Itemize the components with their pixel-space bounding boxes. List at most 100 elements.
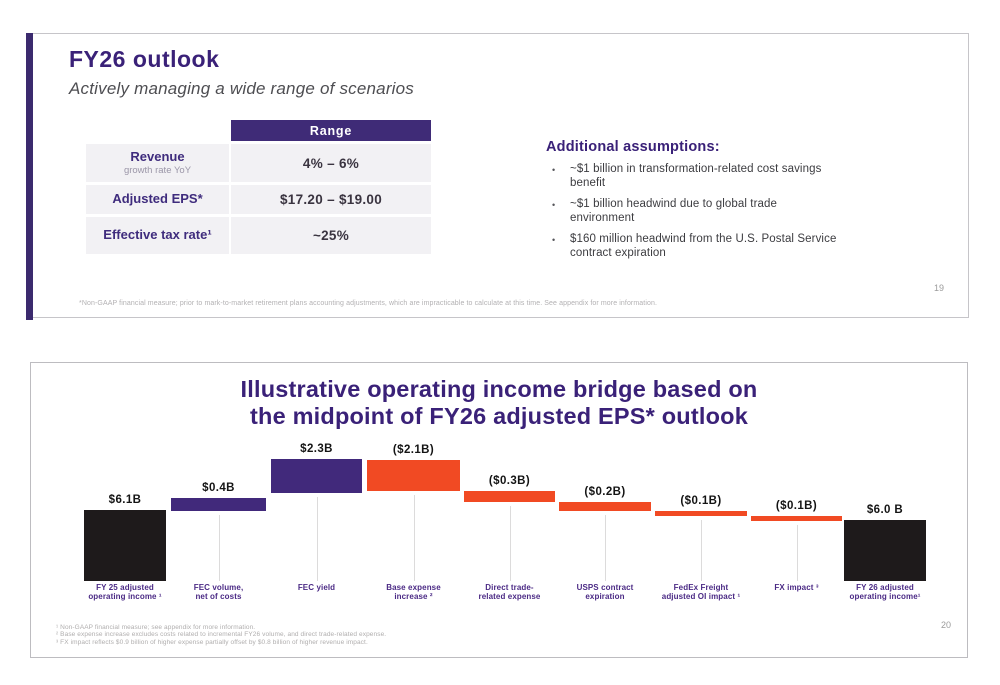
bar-increase (271, 459, 362, 493)
connector-line (218, 515, 220, 581)
bar-value-label: $0.4B (202, 482, 235, 494)
slide2-footnotes: ¹ Non-GAAP financial measure; see append… (56, 624, 386, 646)
category-label-line: Direct trade- (485, 583, 534, 592)
chart-column-9: $6.0 B FY 26 adjusted operating income¹ (844, 363, 926, 657)
assumptions-list: ~$1 billion in transformation-related co… (546, 163, 946, 260)
chart-column-8: ($0.1B) FX impact ³ (751, 363, 842, 657)
bar-value-label: $6.0 B (866, 504, 904, 516)
row-label-cell: Revenue growth rate YoY (86, 144, 229, 182)
bar-value-label: ($0.2B) (584, 486, 626, 498)
footnote-line: ² Base expense increase excludes costs r… (56, 631, 387, 639)
category-label: FY 26 adjusted operating income¹ (849, 583, 921, 602)
category-label-line: FY 26 adjusted (856, 583, 914, 592)
category-label-line: FEC yield (297, 583, 336, 592)
row-value-cell: ~25% (231, 217, 431, 254)
chart-column-4: ($2.1B) Base expense increase ² (367, 363, 460, 657)
row-value: $17.20 – $19.00 (279, 192, 383, 207)
chart-title: Illustrative operating income bridge bas… (31, 376, 967, 430)
bar-total (84, 510, 166, 581)
category-label: Direct trade-related expense (478, 583, 541, 602)
chart-column-7: ($0.1B) FedEx Freight adjusted OI impact ¹ (655, 363, 747, 657)
row-label: Adjusted EPS* (112, 191, 203, 207)
chart-title-line2: the midpoint of FY26 adjusted EPS* outlo… (249, 403, 748, 429)
bar-value-label: ($2.1B) (392, 444, 435, 456)
connector-line (413, 495, 415, 581)
row-value: ~25% (312, 228, 350, 243)
category-label-line: increase ² (394, 591, 433, 601)
slide2-page-number: 20 (940, 620, 951, 630)
category-label: FY 25 adjusted operating income ¹ (88, 583, 162, 602)
table-header-range: Range (231, 120, 431, 141)
bar-decrease (655, 511, 747, 516)
bar-increase (171, 498, 266, 511)
row-label: Effective tax rate¹ (103, 227, 212, 243)
slide-oi-bridge: Illustrative operating income bridge bas… (30, 362, 968, 658)
assumption-item: ~$1 billion headwind due to global trade… (546, 198, 838, 225)
category-label-line: Base expense (386, 583, 441, 592)
outlook-table: Range Revenue growth rate YoY 4% – 6% Adjus… (86, 120, 431, 254)
bar-value-label: $6.1B (108, 494, 142, 506)
bar-decrease (559, 502, 651, 511)
category-label-line: operating income ¹ (88, 591, 162, 601)
chart-column-3: $2.3B FEC yield (271, 363, 362, 657)
category-label-line: FEC volume, (193, 583, 244, 592)
category-label: FEC yield (297, 583, 336, 593)
footnote-line: ¹ Non-GAAP financial measure; see append… (56, 624, 256, 631)
category-label-line: related expense (478, 591, 541, 601)
row-value-cell: $17.20 – $19.00 (231, 185, 431, 214)
connector-line (701, 520, 702, 581)
waterfall-chart: $6.1B FY 25 adjusted operating income ¹ $0.… (31, 363, 967, 657)
chart-column-5: ($0.3B) Direct trade-related expense (464, 363, 555, 657)
bar-value-label: $2.3B (300, 443, 333, 455)
table-row: Adjusted EPS* $17.20 – $19.00 (86, 185, 431, 214)
chart-column-1: $6.1B FY 25 adjusted operating income ¹ (84, 363, 166, 657)
chart-column-6: ($0.2B) USPS contract expiration (559, 363, 651, 657)
bar-decrease (367, 460, 460, 491)
connector-line (509, 506, 511, 581)
category-label: USPS contract expiration (576, 583, 634, 602)
bar-decrease (464, 491, 555, 502)
bar-value-label: ($0.1B) (680, 495, 722, 507)
category-label-line: FX impact ³ (774, 583, 819, 592)
category-label-line: net of costs (195, 591, 242, 601)
bar-value-label: ($0.3B) (488, 475, 531, 487)
slide-fy26-outlook: FY26 outlook Actively managing a wide ra… (26, 33, 969, 320)
left-accent-bar (26, 33, 33, 320)
slide1-subtitle: Actively managing a wide range of scenar… (69, 79, 415, 98)
table-row: Revenue growth rate YoY 4% – 6% (86, 144, 431, 182)
chart-column-2: $0.4B FEC volume, net of costs (171, 363, 266, 657)
bar-decrease (751, 516, 842, 521)
assumption-item: $160 million headwind from the U.S. Post… (546, 233, 838, 260)
slide1-footnote: *Non-GAAP financial measure; prior to ma… (79, 300, 658, 307)
category-label-line: adjusted OI impact ¹ (661, 591, 741, 601)
category-label-line: expiration (585, 591, 625, 601)
category-label-line: FY 25 adjusted (96, 583, 154, 592)
row-value-cell: 4% – 6% (231, 144, 431, 182)
footnote-line: ³ FX impact reflects $0.9 billion of hig… (56, 638, 368, 646)
row-label-cell: Adjusted EPS* (86, 185, 229, 214)
row-value: 4% – 6% (302, 155, 360, 171)
row-label-cell: Effective tax rate¹ (86, 217, 229, 254)
category-label-line: operating income¹ (849, 591, 921, 601)
category-label: FEC volume, net of costs (193, 583, 244, 602)
table-row: Effective tax rate¹ ~25% (86, 217, 431, 254)
outlook-table-rows: Revenue growth rate YoY 4% – 6% Adjusted EP… (86, 144, 431, 254)
table-header-label: Range (309, 123, 353, 138)
slide1-page-number: 19 (933, 283, 944, 293)
connector-line (796, 525, 798, 581)
connector-line (605, 515, 606, 581)
additional-assumptions: Additional assumptions: ~$1 billion in t… (546, 139, 946, 260)
assumption-item: ~$1 billion in transformation-related co… (546, 163, 838, 190)
category-label: Base expense increase ² (386, 583, 441, 602)
category-label: FedEx Freight adjusted OI impact ¹ (661, 583, 741, 602)
assumptions-heading: Additional assumptions: (546, 139, 720, 155)
category-label-line: USPS contract (576, 583, 634, 592)
bar-value-label: ($0.1B) (775, 500, 818, 512)
category-label-line: FedEx Freight (673, 583, 729, 592)
row-sublabel: growth rate YoY (123, 165, 192, 177)
category-label: FX impact ³ (774, 583, 819, 593)
slide1-title: FY26 outlook (69, 46, 220, 72)
connector-line (316, 497, 318, 581)
chart-title-line1: Illustrative operating income bridge bas… (240, 376, 758, 402)
bar-total (844, 520, 926, 581)
